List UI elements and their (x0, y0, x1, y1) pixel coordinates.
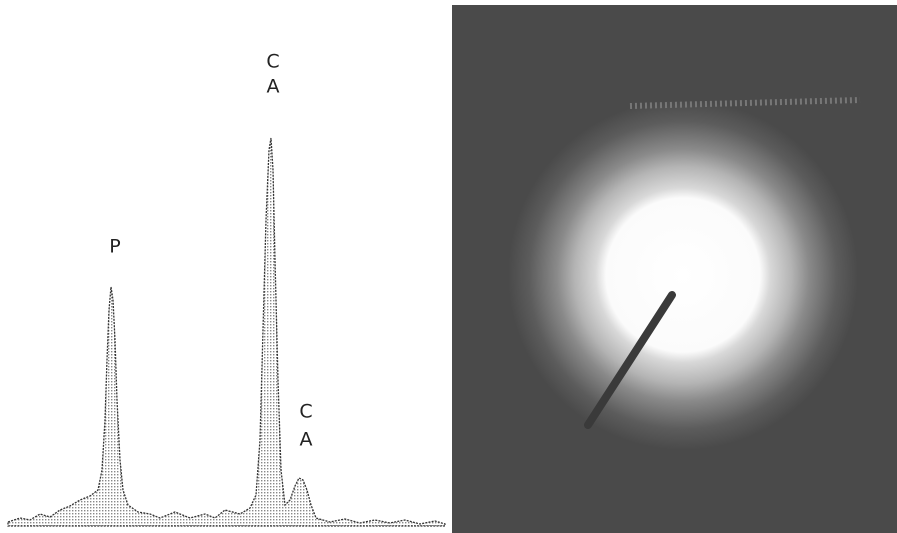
beam-stop (584, 291, 676, 429)
spectrum (7, 137, 446, 527)
spectrum-fill (7, 137, 446, 527)
peak-label: A (267, 76, 280, 98)
diffraction-pattern (452, 5, 897, 533)
streak (629, 97, 861, 109)
pattern-glow (452, 5, 897, 533)
peak-label: A (300, 429, 313, 451)
peak-label: C (299, 401, 312, 423)
peak-label: P (109, 236, 120, 258)
peak-label: C (266, 51, 279, 73)
